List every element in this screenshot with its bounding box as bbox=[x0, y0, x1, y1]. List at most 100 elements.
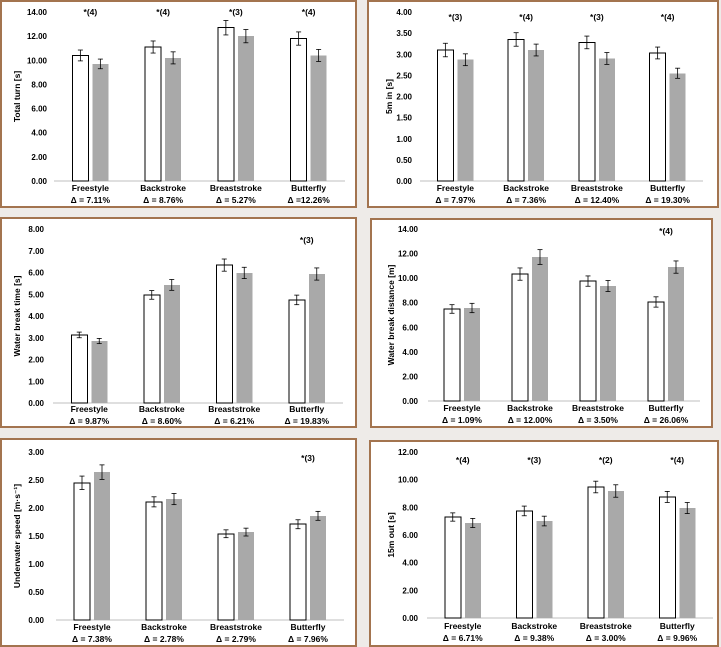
bar-series-1-backstroke bbox=[145, 501, 163, 621]
delta-label: Δ = 7.36% bbox=[506, 195, 546, 205]
significance-label: *(4) bbox=[659, 226, 673, 236]
y-tick-label: 4.00 bbox=[31, 129, 47, 138]
error-bar-series-2-backstroke bbox=[169, 279, 175, 291]
delta-label: Δ = 8.60% bbox=[142, 416, 182, 426]
delta-label: Δ =12.26% bbox=[287, 195, 330, 205]
bar-series-2-backstroke bbox=[165, 57, 182, 181]
y-tick-label: 0.50 bbox=[28, 588, 44, 597]
error-bar-series-2-butterfly bbox=[675, 67, 681, 79]
bar-series-2-freestyle bbox=[91, 341, 108, 403]
y-tick-label: 3.00 bbox=[396, 50, 412, 59]
delta-label: Δ = 9.87% bbox=[69, 416, 109, 426]
error-bar-series-2-freestyle bbox=[470, 518, 476, 528]
category-label: Backstroke bbox=[503, 183, 549, 193]
y-axis-title: Underwater speed [m·s⁻¹] bbox=[12, 484, 22, 588]
delta-label: Δ = 19.83% bbox=[284, 416, 329, 426]
y-tick-label: 8.00 bbox=[402, 503, 418, 512]
bar-series-2-backstroke bbox=[536, 521, 553, 618]
category-label: Breaststroke bbox=[572, 403, 624, 413]
category-label: Backstroke bbox=[511, 621, 557, 631]
category-label: Freestyle bbox=[443, 403, 481, 413]
category-label: Backstroke bbox=[140, 183, 186, 193]
error-bar-series-2-breaststroke bbox=[243, 29, 249, 44]
delta-label: Δ = 2.79% bbox=[216, 634, 256, 644]
bar-series-2-breaststroke bbox=[236, 272, 253, 403]
bar-series-1-backstroke bbox=[507, 38, 525, 182]
significance-label: *(2) bbox=[599, 455, 613, 465]
significance-label: *(4) bbox=[670, 455, 684, 465]
bar-series-1-freestyle bbox=[443, 308, 461, 402]
y-tick-label: 6.00 bbox=[402, 323, 418, 332]
error-bar-series-1-backstroke bbox=[513, 32, 519, 47]
category-label: Freestyle bbox=[444, 621, 482, 631]
bar-series-2-breaststroke bbox=[238, 532, 254, 620]
y-tick-label: 2.00 bbox=[28, 504, 44, 513]
bar-series-1-butterfly bbox=[658, 496, 676, 619]
bar-series-2-freestyle bbox=[94, 472, 110, 620]
category-label: Breaststroke bbox=[210, 183, 262, 193]
bar-series-2-butterfly bbox=[310, 55, 327, 182]
significance-label: *(4) bbox=[519, 12, 533, 22]
delta-label: Δ = 9.96% bbox=[657, 633, 697, 643]
y-tick-label: 0.00 bbox=[396, 177, 412, 186]
error-bar-series-2-freestyle bbox=[462, 53, 468, 67]
error-bar-series-1-backstroke bbox=[517, 267, 523, 281]
y-axis-title: 15m out [s] bbox=[386, 512, 396, 558]
bar-chart-water-break-distance: 0.00 2.00 4.00 6.00 8.00 10.00 12.00 14.00 Water… bbox=[386, 225, 700, 425]
delta-label: Δ = 5.27% bbox=[216, 195, 256, 205]
significance-label: *(4) bbox=[302, 7, 316, 17]
y-tick-label: 8.00 bbox=[28, 225, 44, 234]
y-tick-label: 0.00 bbox=[402, 614, 418, 623]
y-tick-label: 12.00 bbox=[398, 448, 419, 457]
bar-series-2-freestyle bbox=[464, 307, 480, 401]
bar-series-1-backstroke bbox=[515, 510, 533, 619]
y-axis-title: Total turn [s] bbox=[12, 71, 22, 122]
bar-series-1-backstroke bbox=[143, 294, 161, 404]
y-tick-label: 0.00 bbox=[402, 397, 418, 406]
delta-label: Δ = 19.30% bbox=[645, 195, 690, 205]
delta-label: Δ = 7.96% bbox=[288, 634, 328, 644]
significance-label: *(4) bbox=[456, 455, 470, 465]
delta-label: Δ = 6.71% bbox=[443, 633, 483, 643]
y-tick-label: 4.00 bbox=[402, 559, 418, 568]
chart-panel-water-break-time: 0.00 1.00 2.00 3.00 4.00 5.00 6.00 7.00 8.00 Wate… bbox=[0, 217, 357, 428]
bar-series-1-backstroke bbox=[144, 46, 162, 182]
bar-series-2-backstroke bbox=[166, 499, 182, 620]
category-label: Butterfly bbox=[289, 404, 324, 414]
bar-series-2-freestyle bbox=[464, 522, 481, 618]
bar-series-1-freestyle bbox=[436, 49, 454, 182]
bar-series-1-breaststroke bbox=[587, 486, 605, 619]
bar-series-2-breaststroke bbox=[600, 286, 616, 401]
y-tick-label: 8.00 bbox=[31, 80, 47, 89]
bar-series-2-butterfly bbox=[308, 274, 325, 403]
error-bar-series-1-butterfly bbox=[664, 491, 670, 503]
y-tick-label: 4.00 bbox=[396, 8, 412, 17]
delta-label: Δ = 7.11% bbox=[71, 195, 111, 205]
bar-chart-5m-in: 0.00 0.50 1.00 1.50 2.00 2.50 3.00 3.50 4.00 5m i… bbox=[384, 8, 703, 205]
category-label: Backstroke bbox=[507, 403, 553, 413]
error-bar-series-1-butterfly bbox=[295, 519, 301, 530]
error-bar-series-1-butterfly bbox=[653, 296, 659, 308]
error-bar-series-2-breaststroke bbox=[243, 527, 249, 537]
significance-label: *(3) bbox=[527, 455, 541, 465]
y-tick-label: 0.50 bbox=[396, 156, 412, 165]
error-bar-series-1-butterfly bbox=[655, 46, 661, 60]
category-label: Butterfly bbox=[650, 183, 685, 193]
error-bar-series-1-breaststroke bbox=[585, 275, 591, 287]
error-bar-series-2-freestyle bbox=[99, 464, 105, 480]
category-label: Breaststroke bbox=[571, 183, 623, 193]
bar-series-1-butterfly bbox=[290, 38, 308, 182]
bar-series-2-butterfly bbox=[310, 515, 326, 620]
bar-chart-total-turn: 0.00 2.00 4.00 6.00 8.00 10.00 12.00 14.00 Total… bbox=[12, 7, 345, 205]
bar-series-1-freestyle bbox=[444, 516, 462, 619]
bar-series-1-freestyle bbox=[70, 334, 88, 404]
bar-series-1-breaststroke bbox=[579, 280, 597, 402]
y-tick-label: 12.00 bbox=[398, 250, 419, 259]
y-tick-label: 5.00 bbox=[28, 290, 44, 299]
error-bar-series-2-breaststroke bbox=[604, 52, 610, 65]
error-bar-series-2-breaststroke bbox=[613, 484, 619, 498]
y-axis-title: 5m in [s] bbox=[384, 79, 394, 114]
error-bar-series-2-freestyle bbox=[469, 302, 475, 314]
bar-series-2-freestyle bbox=[457, 59, 474, 181]
y-tick-label: 3.00 bbox=[28, 448, 44, 457]
